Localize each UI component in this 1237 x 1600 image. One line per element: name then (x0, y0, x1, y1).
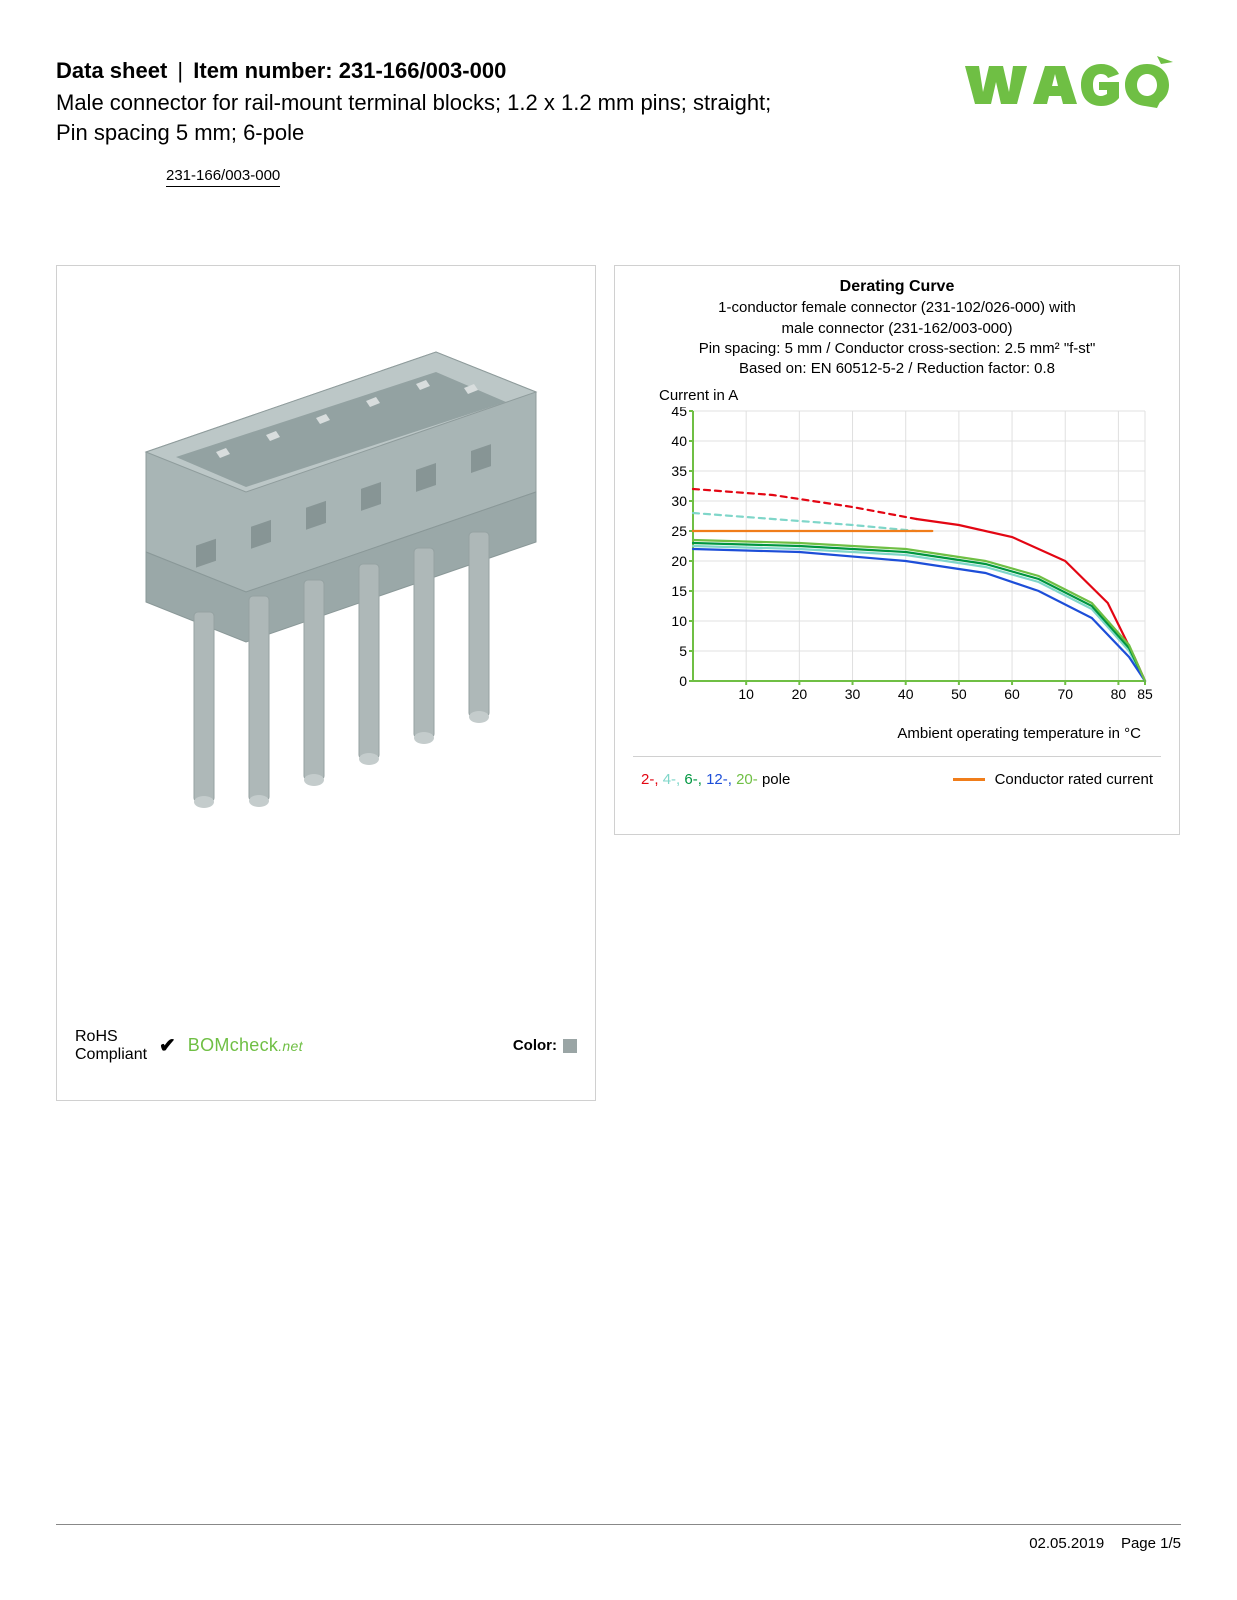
svg-text:85: 85 (1137, 686, 1153, 702)
legend-pole-suffix: pole (762, 771, 790, 788)
legend-rated: Conductor rated current (953, 771, 1153, 788)
svg-text:30: 30 (845, 686, 861, 702)
legend-pole-item: 2-, (641, 771, 663, 788)
chart-sub1: 1-conductor female connector (231-102/02… (633, 298, 1161, 318)
svg-text:20: 20 (792, 686, 808, 702)
panels: RoHS Compliant ✔ BOMcheck.net Color: Der… (56, 265, 1181, 1101)
compliance-row: RoHS Compliant ✔ BOMcheck.net Color: (67, 1028, 585, 1091)
color-swatch (563, 1039, 577, 1053)
description-line-1: Male connector for rail-mount terminal b… (56, 88, 931, 118)
chart-panel: Derating Curve 1-conductor female connec… (614, 265, 1180, 835)
rohs-text: RoHS Compliant (75, 1028, 147, 1065)
legend-rated-label: Conductor rated current (995, 771, 1153, 788)
legend-pole-item: 6-, (684, 771, 706, 788)
legend-poles: 2-, 4-, 6-, 12-, 20- pole (641, 771, 790, 788)
footer-page: Page 1/5 (1121, 1535, 1181, 1552)
header: Data sheet | Item number: 231-166/003-00… (56, 58, 1181, 147)
svg-text:35: 35 (671, 463, 687, 479)
svg-text:5: 5 (679, 643, 687, 659)
bomcheck-logo: BOMcheck.net (188, 1035, 303, 1056)
header-text: Data sheet | Item number: 231-166/003-00… (56, 58, 931, 147)
svg-text:25: 25 (671, 523, 687, 539)
svg-text:45: 45 (671, 407, 687, 419)
svg-text:60: 60 (1004, 686, 1020, 702)
svg-text:40: 40 (671, 433, 687, 449)
item-label: Item number: (193, 58, 332, 83)
datasheet-label: Data sheet (56, 58, 167, 83)
svg-text:50: 50 (951, 686, 967, 702)
svg-text:30: 30 (671, 493, 687, 509)
svg-text:40: 40 (898, 686, 914, 702)
svg-text:10: 10 (738, 686, 754, 702)
svg-text:70: 70 (1057, 686, 1073, 702)
svg-text:0: 0 (679, 673, 687, 689)
description-line-2: Pin spacing 5 mm; 6-pole (56, 118, 931, 148)
check-icon: ✔ (159, 1033, 176, 1058)
rohs-line2: Compliant (75, 1046, 147, 1064)
chart-legend: 2-, 4-, 6-, 12-, 20- pole Conductor rate… (633, 756, 1161, 788)
footer-date: 02.05.2019 (1029, 1535, 1104, 1552)
product-image (67, 276, 585, 1027)
bomcheck-main: BOMcheck (188, 1035, 278, 1055)
title-separator: | (177, 58, 183, 83)
rohs-block: RoHS Compliant ✔ BOMcheck.net (75, 1028, 303, 1065)
chart-sub2: male connector (231-162/003-000) (633, 319, 1161, 339)
legend-pole-item: 4-, (663, 771, 685, 788)
chart-title: Derating Curve (633, 278, 1161, 296)
chart-area: Current in A 0 5 10 15 20 25 30 35 40 45 10 20 30 40 5… (633, 389, 1161, 719)
svg-text:15: 15 (671, 583, 687, 599)
chart-svg: 051015202530354045102030405060708085 (659, 407, 1155, 687)
svg-text:80: 80 (1111, 686, 1127, 702)
color-block: Color: (513, 1037, 577, 1054)
title-line: Data sheet | Item number: 231-166/003-00… (56, 58, 931, 84)
chart-sub4: Based on: EN 60512-5-2 / Reduction facto… (633, 359, 1161, 379)
legend-rated-line (953, 778, 985, 781)
bomcheck-suffix: .net (278, 1038, 303, 1054)
wago-logo (961, 54, 1181, 119)
product-panel: RoHS Compliant ✔ BOMcheck.net Color: (56, 265, 596, 1101)
legend-pole-item: 20- (736, 771, 762, 788)
chart-sub3: Pin spacing: 5 mm / Conductor cross-sect… (633, 339, 1161, 359)
rohs-line1: RoHS (75, 1028, 147, 1046)
chart-xlabel: Ambient operating temperature in °C (633, 725, 1161, 742)
item-number: 231-166/003-000 (339, 58, 507, 83)
chart-ylabel: Current in A (659, 387, 738, 404)
legend-pole-item: 12-, (706, 771, 736, 788)
svg-text:20: 20 (671, 553, 687, 569)
svg-text:10: 10 (671, 613, 687, 629)
item-link[interactable]: 231-166/003-000 (166, 167, 280, 187)
color-label: Color: (513, 1037, 557, 1054)
footer: 02.05.2019 Page 1/5 (56, 1524, 1181, 1552)
